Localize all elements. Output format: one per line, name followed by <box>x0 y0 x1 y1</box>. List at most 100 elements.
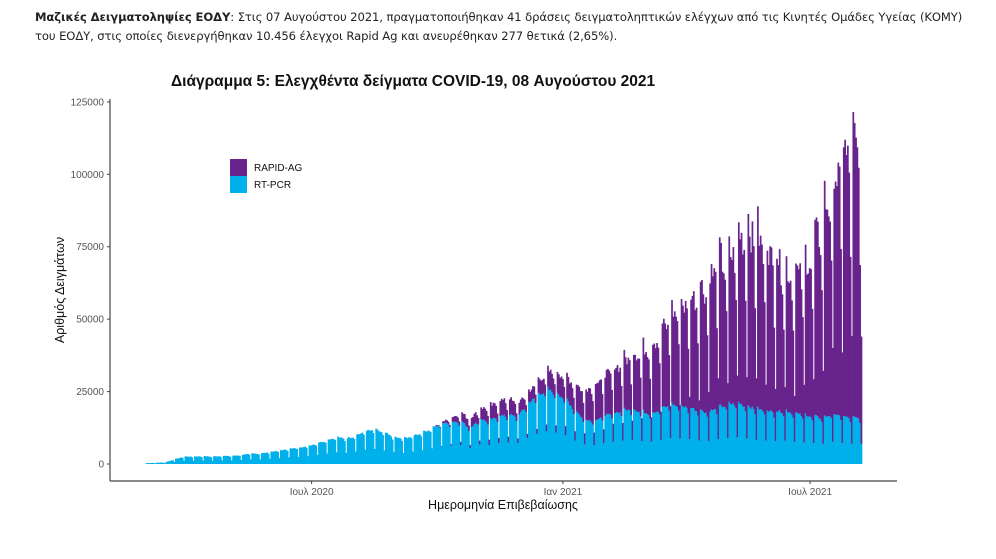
bar-rapid-ag <box>488 439 491 446</box>
bar-rt-pcr <box>365 431 368 464</box>
legend: RAPID-AG RT-PCR <box>230 159 303 193</box>
bar-rt-pcr <box>725 409 728 464</box>
bar-rapid-ag <box>852 112 855 417</box>
bar-rt-pcr <box>721 407 724 464</box>
bar-rt-pcr <box>251 453 254 464</box>
bar-rapid-ag <box>626 364 628 411</box>
bar-rt-pcr <box>672 405 675 464</box>
bar-rt-pcr <box>533 398 536 464</box>
bar-rt-pcr <box>634 409 637 464</box>
bar-rt-pcr <box>578 414 581 464</box>
bar-rt-pcr <box>413 435 416 464</box>
bar-rapid-ag <box>762 264 765 412</box>
bar-rt-pcr <box>264 452 267 464</box>
bar-rapid-ag <box>468 425 470 432</box>
bar-rt-pcr <box>263 452 266 464</box>
bar-rt-pcr <box>830 418 833 464</box>
bar-rapid-ag <box>522 398 525 410</box>
bar-rapid-ag <box>489 402 492 419</box>
bar-rt-pcr <box>301 447 304 464</box>
bar-rt-pcr <box>221 460 224 464</box>
bar-rapid-ag <box>556 371 559 393</box>
bar-rt-pcr <box>504 416 507 464</box>
bar-rt-pcr <box>518 414 521 464</box>
bar-rt-pcr <box>780 412 782 464</box>
bar-rapid-ag <box>600 379 602 418</box>
bar-rapid-ag <box>493 403 496 418</box>
bar-rt-pcr <box>374 449 376 464</box>
bar-rapid-ag <box>727 383 729 438</box>
bar-rapid-ag <box>533 386 536 399</box>
bar-rapid-ag <box>690 299 692 408</box>
bar-rt-pcr <box>562 398 564 464</box>
bar-rapid-ag <box>607 368 609 414</box>
bar-rt-pcr <box>164 463 166 464</box>
bar-rt-pcr <box>526 437 529 464</box>
bar-rt-pcr <box>188 456 191 464</box>
chart-title: Διάγραμμα 5: Ελεγχθέντα δείγματα COVID-1… <box>171 73 656 90</box>
bar-rapid-ag <box>503 398 506 415</box>
bar-rt-pcr <box>320 442 323 464</box>
bar-rapid-ag <box>551 373 553 393</box>
bar-rapid-ag <box>466 419 469 428</box>
bar-rapid-ag <box>755 378 758 440</box>
bar-rt-pcr <box>484 420 487 464</box>
bar-rapid-ag <box>450 444 453 446</box>
bar-rt-pcr <box>601 420 604 464</box>
bar-rt-pcr <box>838 415 841 464</box>
bar-rt-pcr <box>444 422 447 464</box>
bar-rt-pcr <box>549 389 552 464</box>
bar-rt-pcr <box>165 462 168 464</box>
bar-rapid-ag <box>789 280 792 413</box>
bar-rapid-ag <box>773 327 776 418</box>
bar-rt-pcr <box>266 452 269 464</box>
bar-rt-pcr <box>642 409 645 464</box>
bar-rt-pcr <box>436 425 439 464</box>
bar-rapid-ag <box>532 386 534 399</box>
bar-rt-pcr <box>853 416 856 464</box>
bar-rt-pcr <box>423 430 425 464</box>
bar-rapid-ag <box>838 166 841 416</box>
bar-rt-pcr <box>409 437 412 464</box>
bar-rapid-ag <box>682 305 684 407</box>
x-tick-label: Ιαν 2021 <box>544 487 583 498</box>
bar-rt-pcr <box>860 443 863 464</box>
bar-rt-pcr <box>183 460 185 464</box>
bar-rt-pcr <box>350 437 353 464</box>
bar-rt-pcr <box>566 398 568 464</box>
bar-rapid-ag <box>454 416 457 422</box>
bar-rt-pcr <box>334 439 337 464</box>
bar-rt-pcr <box>293 448 296 464</box>
bar-rt-pcr <box>454 421 457 464</box>
bar-rt-pcr <box>736 437 739 464</box>
bar-rt-pcr <box>281 450 284 464</box>
bar-rt-pcr <box>503 414 506 464</box>
bar-rt-pcr <box>493 417 496 464</box>
bar-rapid-ag <box>462 413 465 423</box>
bar-rt-pcr <box>349 438 352 464</box>
bar-rt-pcr <box>285 450 288 464</box>
bar-rt-pcr <box>583 444 586 464</box>
bar-rapid-ag <box>747 213 750 406</box>
bar-rt-pcr <box>627 409 630 464</box>
bar-rt-pcr <box>476 423 478 464</box>
bar-rapid-ag <box>844 139 846 416</box>
bar-rt-pcr <box>218 456 221 464</box>
bar-rt-pcr <box>282 449 285 464</box>
bar-rt-pcr <box>528 401 530 464</box>
bar-rapid-ag <box>581 391 583 418</box>
bar-rt-pcr <box>473 424 476 464</box>
bar-rt-pcr <box>356 434 358 464</box>
bar-rt-pcr <box>427 430 429 464</box>
bar-rt-pcr <box>425 431 428 464</box>
bar-rt-pcr <box>664 406 667 464</box>
bar-rt-pcr <box>707 441 710 464</box>
bar-rt-pcr <box>784 440 787 464</box>
bar-rt-pcr <box>229 456 232 464</box>
bar-rt-pcr <box>603 443 605 464</box>
bar-rt-pcr <box>297 456 300 464</box>
bar-rt-pcr <box>225 455 228 464</box>
bar-rt-pcr <box>687 413 690 464</box>
bar-rt-pcr <box>371 430 373 464</box>
bar-rapid-ag <box>714 271 717 410</box>
